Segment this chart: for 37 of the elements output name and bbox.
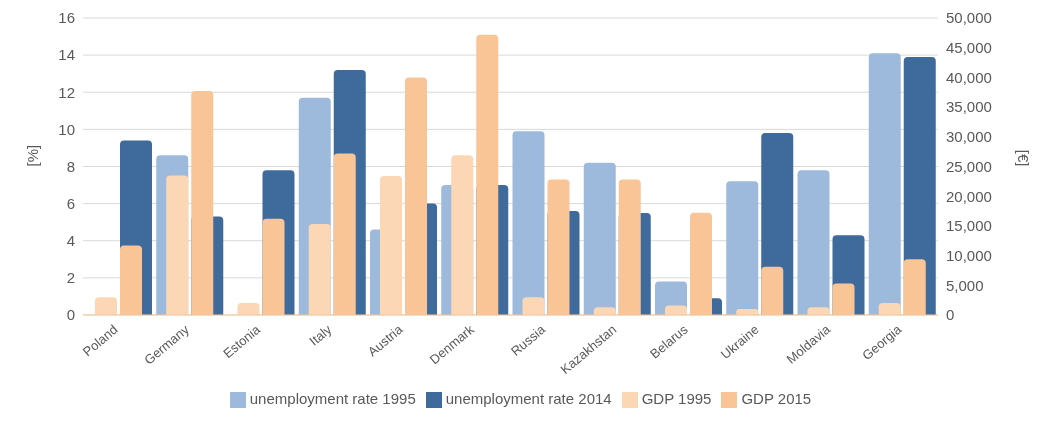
y-tick-label: 4	[66, 232, 75, 250]
y-tick-label: 10	[58, 120, 75, 138]
y2-tick-label: 45,000	[946, 39, 992, 57]
bar	[665, 305, 687, 315]
y2-tick-label: 25,000	[946, 157, 992, 175]
y2-tick-label: 40,000	[946, 68, 992, 86]
y-tick-label: 0	[66, 306, 75, 324]
y-axis-title: [%]	[24, 144, 42, 167]
y-tick-label: 16	[58, 9, 75, 27]
y2-axis-title: [€]	[1014, 149, 1032, 167]
y2-tick-label: 5,000	[946, 276, 984, 294]
y2-tick-label: 35,000	[946, 98, 992, 116]
y2-tick-label: 10,000	[946, 246, 992, 264]
y2-tick-label: 20,000	[946, 187, 992, 205]
y2-tick-label: 15,000	[946, 217, 992, 235]
bar	[95, 297, 117, 315]
legend-label: GDP 1995	[641, 389, 712, 407]
bar	[797, 170, 830, 315]
bar	[522, 297, 545, 315]
y2-tick-label: 30,000	[946, 128, 992, 146]
bar	[593, 307, 616, 315]
bar	[878, 303, 901, 315]
bar	[237, 303, 260, 315]
y2-tick-label: 50,000	[946, 9, 992, 27]
y-tick-label: 14	[58, 46, 75, 64]
legend-label: GDP 2015	[741, 389, 812, 407]
legend-label: unemployment rate 1995	[249, 389, 416, 407]
legend-label: unemployment rate 2014	[445, 389, 612, 407]
y-tick-label: 8	[66, 157, 75, 175]
bar	[807, 307, 830, 315]
y-tick-label: 6	[66, 194, 75, 212]
bar	[726, 181, 759, 315]
x-tick-label: Italy	[306, 321, 335, 349]
y-tick-label: 2	[66, 269, 75, 287]
y-tick-label: 12	[58, 83, 75, 101]
bar	[868, 53, 901, 315]
y2-tick-label: 0	[946, 306, 955, 324]
